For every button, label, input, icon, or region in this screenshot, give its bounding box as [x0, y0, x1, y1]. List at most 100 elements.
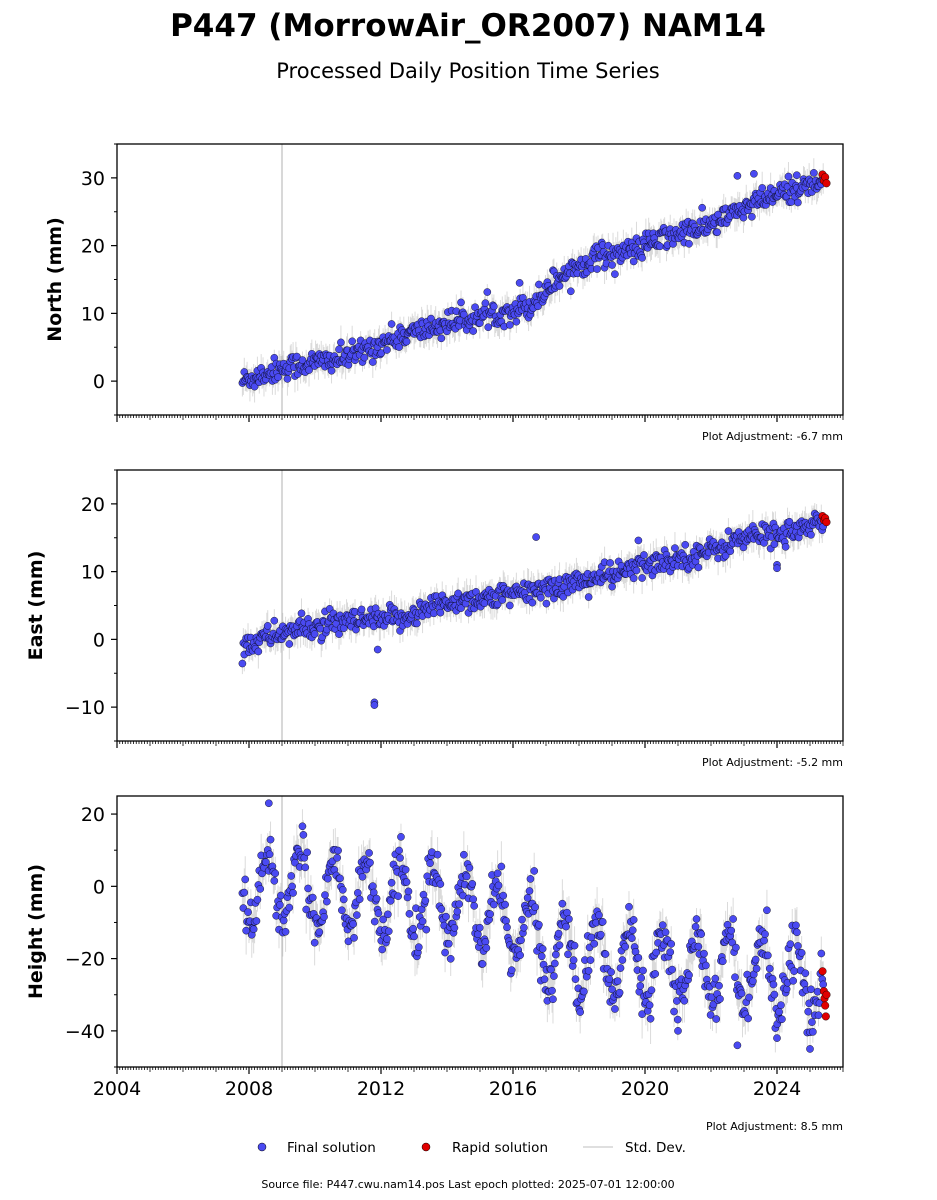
final-point	[426, 859, 434, 867]
final-point	[460, 850, 468, 859]
final-point	[804, 1007, 812, 1016]
final-point	[369, 882, 377, 890]
final-point	[436, 880, 445, 888]
final-point	[353, 911, 361, 919]
final-point	[244, 908, 252, 916]
final-point	[608, 261, 616, 269]
final-point	[405, 910, 414, 918]
final-point	[427, 314, 435, 323]
final-point	[418, 917, 427, 926]
final-point	[482, 944, 491, 952]
final-point	[810, 169, 818, 177]
final-point	[372, 894, 381, 903]
final-point	[680, 996, 689, 1005]
final-point	[395, 343, 403, 351]
final-point	[778, 1015, 786, 1024]
final-point	[518, 915, 526, 924]
final-point	[298, 356, 307, 364]
final-point	[256, 885, 265, 893]
final-point	[288, 882, 296, 891]
final-point	[525, 887, 534, 895]
final-point	[601, 950, 610, 958]
final-point	[530, 867, 539, 875]
y-tick-label: 30	[81, 168, 105, 190]
y-axis-label: Height (mm)	[25, 864, 47, 999]
final-point	[253, 895, 262, 904]
final-point	[782, 985, 791, 993]
final-outlier-point	[733, 1041, 742, 1050]
final-point	[731, 973, 739, 982]
final-point	[792, 921, 800, 930]
legend-final-label: Final solution	[287, 1140, 376, 1156]
legend: Final solution Rapid solution Std. Dev.	[257, 1140, 686, 1156]
x-tick-label: 2024	[753, 1078, 801, 1100]
final-point	[460, 310, 468, 319]
legend-stddev-label: Std. Dev.	[625, 1140, 686, 1156]
final-point	[661, 928, 670, 937]
final-point	[265, 850, 274, 859]
final-point	[536, 593, 545, 602]
panel-height: −40 −20 0 20 2004 2008 2012 2016 2020 2024 Height …	[25, 795, 844, 1133]
x-tick-label: 2016	[489, 1078, 537, 1100]
final-point	[337, 338, 345, 347]
final-point	[526, 875, 535, 883]
final-point	[298, 822, 307, 831]
final-point	[692, 915, 701, 923]
final-point	[502, 917, 510, 925]
final-solution-points	[238, 509, 828, 709]
y-tick-label: −20	[65, 949, 105, 971]
final-point	[333, 854, 341, 862]
final-point	[266, 835, 275, 844]
final-point	[564, 950, 572, 959]
final-point	[555, 282, 564, 290]
final-point	[310, 938, 319, 947]
final-outlier-point	[373, 645, 382, 654]
final-point	[517, 936, 525, 945]
final-point	[719, 957, 727, 966]
final-point	[354, 889, 362, 897]
final-point	[549, 995, 557, 1004]
final-outlier-point	[370, 701, 379, 709]
final-point	[289, 889, 297, 897]
final-point	[638, 574, 646, 582]
final-point	[323, 897, 331, 906]
final-point	[597, 930, 605, 939]
axes-frame	[116, 143, 844, 416]
final-point	[478, 960, 487, 968]
final-point	[628, 926, 637, 935]
final-point	[645, 1001, 654, 1009]
final-point	[394, 892, 402, 900]
final-point	[457, 298, 465, 307]
final-point	[276, 901, 284, 909]
final-point	[698, 203, 706, 212]
final-point	[697, 930, 706, 938]
final-point	[455, 900, 463, 908]
rapid-point	[821, 1012, 830, 1021]
final-point	[656, 242, 664, 251]
final-point	[749, 977, 757, 985]
final-point	[465, 864, 474, 872]
final-point	[797, 949, 806, 957]
panel-north: 0 10 20 30 North (mm) Plot Adjustment: -6.7 m…	[44, 143, 844, 443]
final-point	[302, 905, 311, 914]
final-point	[691, 922, 700, 931]
final-point	[551, 959, 559, 968]
final-point	[355, 895, 364, 903]
final-point	[512, 317, 521, 326]
final-point	[685, 971, 693, 979]
final-point	[618, 956, 627, 964]
final-point	[321, 891, 329, 899]
final-point	[819, 980, 828, 989]
final-point	[625, 903, 633, 911]
final-point	[567, 287, 575, 296]
final-point	[349, 920, 357, 928]
final-point	[520, 923, 528, 932]
final-point	[383, 346, 391, 354]
final-point	[758, 184, 767, 192]
final-point	[808, 1018, 816, 1026]
final-point	[551, 950, 560, 959]
final-point	[437, 334, 446, 343]
final-point	[629, 574, 638, 583]
final-point	[671, 544, 679, 552]
